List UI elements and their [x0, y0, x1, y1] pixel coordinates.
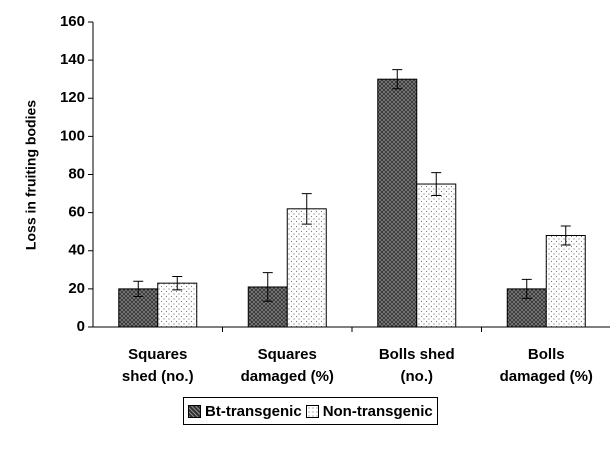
- x-tick-label: Bolls shed (no.): [378, 346, 455, 385]
- error-bar: [133, 280, 144, 297]
- error-bar: [262, 272, 273, 302]
- error-bar: [521, 278, 532, 299]
- x-tick-label: Bolls damaged (%): [499, 346, 593, 385]
- bar: [157, 282, 198, 328]
- legend-label: Bt-transgenic: [205, 402, 302, 420]
- legend-label: Non-transgenic: [322, 402, 433, 420]
- y-tick-label: 40: [68, 242, 85, 259]
- x-tick-label: Squares damaged (%): [240, 346, 334, 385]
- y-axis-title: Loss in fruiting bodies: [23, 100, 39, 250]
- bar: [416, 183, 457, 328]
- legend: Bt-transgenic Non-transgenic: [183, 397, 438, 425]
- y-tick-label: 160: [60, 13, 85, 30]
- x-tick-label: Squares shed (no.): [121, 346, 194, 385]
- y-tick-label: 60: [68, 204, 85, 221]
- y-tick-label: 120: [60, 89, 85, 106]
- error-bar: [560, 225, 571, 246]
- y-tick-label: 20: [68, 280, 85, 297]
- bar: [377, 78, 418, 328]
- y-tick-label: 140: [60, 51, 85, 68]
- bar: [545, 235, 586, 328]
- y-tick-label: 0: [77, 318, 85, 335]
- bar: [286, 208, 327, 328]
- y-tick-label: 80: [68, 165, 85, 182]
- error-bar: [392, 69, 403, 90]
- y-tick-label: 100: [60, 127, 85, 144]
- legend-swatch: [305, 404, 319, 418]
- error-bar: [431, 172, 442, 196]
- legend-swatch: [188, 404, 201, 418]
- error-bar: [172, 275, 183, 291]
- error-bar: [301, 193, 312, 225]
